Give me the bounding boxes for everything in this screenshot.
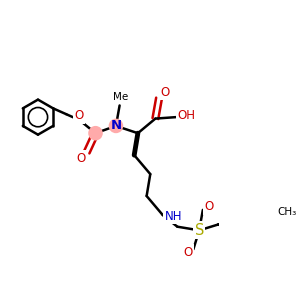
Text: N: N [110,119,122,132]
Circle shape [88,126,103,140]
Text: O: O [75,109,84,122]
Text: CH₃: CH₃ [278,207,297,217]
Circle shape [109,118,123,133]
Text: Me: Me [113,92,129,102]
Text: S: S [194,223,204,238]
Text: O: O [160,86,170,99]
Text: NH: NH [165,210,182,223]
Text: O: O [76,152,86,164]
Text: O: O [183,246,192,259]
Text: OH: OH [177,109,195,122]
Text: O: O [204,200,213,214]
